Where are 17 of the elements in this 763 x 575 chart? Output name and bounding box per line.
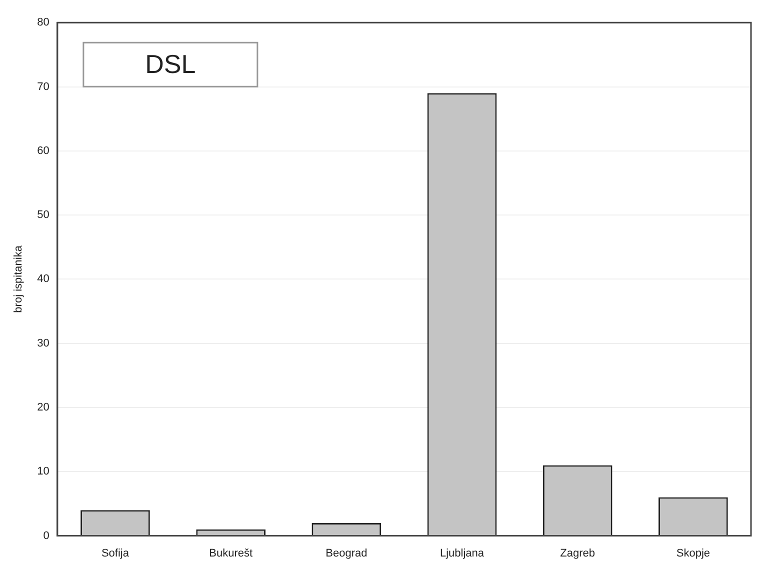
y-tick-label: 20 — [37, 402, 50, 414]
x-tick-label: Zagreb — [560, 547, 596, 560]
y-tick-label: 10 — [37, 466, 50, 478]
y-tick-label: 70 — [37, 80, 50, 93]
y-tick-label: 0 — [43, 530, 50, 542]
y-tick-label: 60 — [37, 144, 50, 157]
text: DSL — [145, 48, 196, 79]
y-tick-label: 80 — [37, 16, 50, 29]
x-tick-label: Sofija — [101, 547, 130, 560]
x-tick-label: Ljubljana — [440, 547, 485, 560]
y-tick-label: 50 — [37, 209, 50, 222]
y-tick-label: 40 — [37, 273, 50, 286]
y-axis-title: broj ispitanika — [12, 244, 25, 313]
x-tick-label: Skopje — [676, 547, 710, 560]
x-tick-label: Beograd — [326, 547, 368, 560]
y-tick-label: 30 — [37, 337, 50, 350]
x-tick-label: Bukurešt — [209, 547, 253, 560]
